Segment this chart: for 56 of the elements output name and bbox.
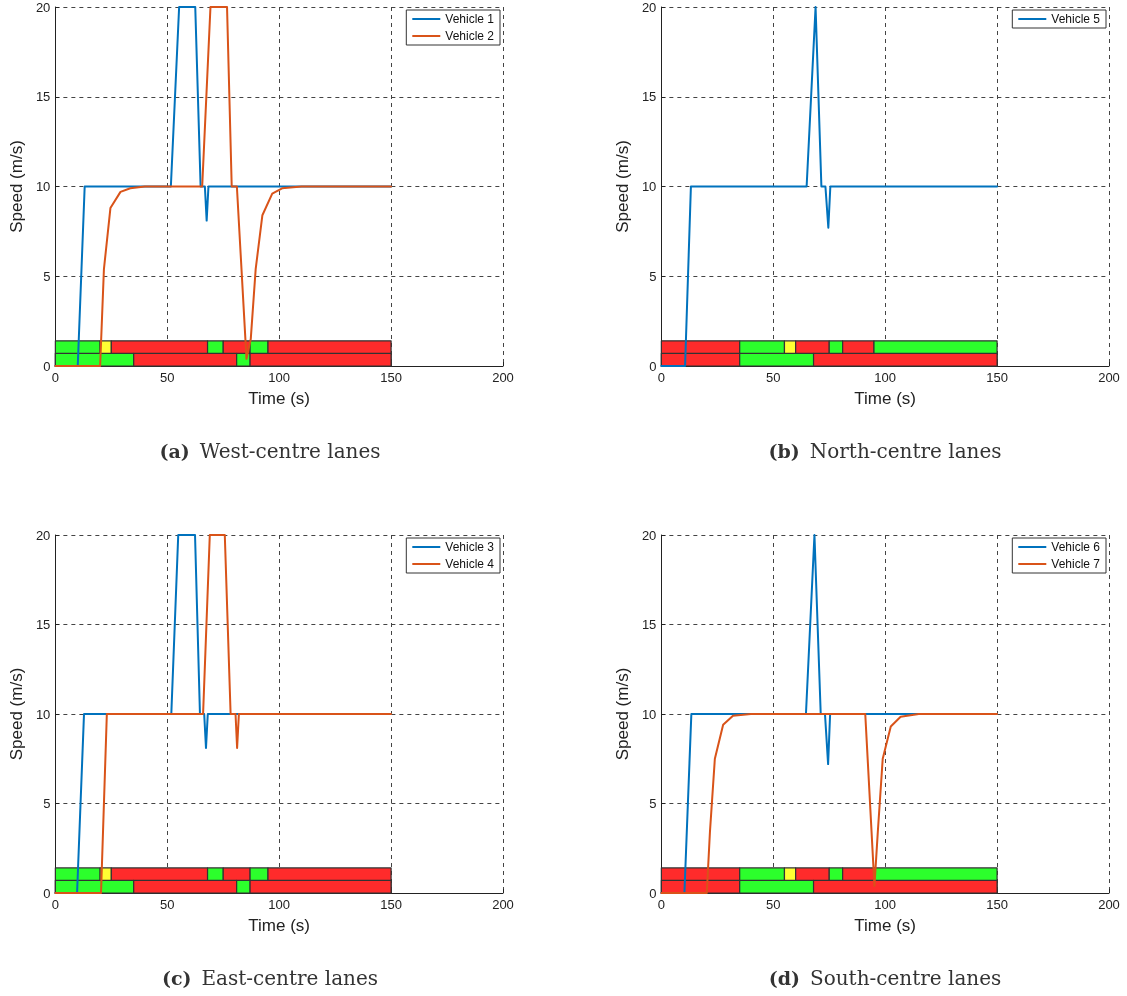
text: (c) East-centre lanes — [161, 966, 379, 990]
x-tick-label: 200 — [492, 897, 514, 912]
y-tick-label: 20 — [35, 527, 51, 543]
y-tick-label: 15 — [641, 89, 657, 105]
y-axis-title: Speed (m/s) — [7, 140, 26, 233]
y-tick-label: 10 — [35, 706, 51, 722]
x-axis-title: Time (s) — [248, 389, 311, 408]
x-tick-label: 100 — [268, 897, 291, 912]
y-tick-label: 15 — [641, 617, 657, 632]
x-tick-label: 50 — [766, 370, 781, 385]
y-axis-title: Speed (m/s) — [7, 667, 26, 761]
y-tick-label: 20 — [35, 0, 51, 15]
x-tick-label: 50 — [766, 897, 781, 912]
y-tick-label: 5 — [649, 796, 657, 811]
x-tick-label: 200 — [1098, 897, 1120, 912]
y-tick-label: 15 — [35, 617, 51, 632]
y-tick-label: 0 — [649, 885, 657, 901]
y-tick-label: 20 — [641, 0, 657, 15]
y-axis-title: Speed (m/s) — [613, 140, 632, 233]
x-tick-label: 150 — [380, 897, 402, 912]
line-series — [660, 713, 999, 894]
y-tick-label: 5 — [649, 268, 657, 284]
legend-label: Vehicle 3 — [445, 540, 495, 554]
text: (a) West-centre lanes — [159, 439, 381, 463]
x-tick-label: 150 — [986, 370, 1008, 385]
x-tick-label: 150 — [380, 370, 402, 385]
legend-label: Vehicle 7 — [1051, 557, 1101, 571]
y-tick-label: 5 — [43, 268, 51, 284]
x-tick-label: 100 — [874, 897, 897, 912]
y-axis-title: Speed (m/s) — [613, 667, 632, 761]
y-tick-label: 10 — [641, 179, 657, 194]
x-tick-label: 50 — [160, 897, 175, 912]
x-tick-label: 50 — [160, 370, 175, 385]
y-tick-label: 0 — [649, 358, 657, 374]
x-axis-title: Time (s) — [854, 389, 917, 408]
y-tick-label: 15 — [35, 89, 51, 105]
x-tick-label: 200 — [492, 370, 514, 385]
x-axis-title: Time (s) — [854, 916, 917, 935]
x-tick-label: 100 — [874, 370, 897, 385]
x-tick-label: 100 — [268, 370, 291, 385]
text: (b) North-centre lanes — [768, 439, 1002, 463]
y-tick-label: 20 — [641, 527, 657, 543]
y-tick-label: 5 — [43, 796, 51, 811]
x-tick-label: 200 — [1098, 370, 1120, 385]
legend-label: Vehicle 5 — [1051, 12, 1101, 26]
y-tick-label: 10 — [641, 706, 657, 722]
y-tick-label: 10 — [35, 179, 51, 194]
x-axis-title: Time (s) — [248, 916, 311, 935]
y-tick-label: 0 — [43, 885, 51, 901]
text: (d) South-centre lanes — [768, 966, 1002, 990]
legend-label: Vehicle 6 — [1051, 540, 1101, 554]
legend-label: Vehicle 1 — [445, 12, 495, 26]
legend-label: Vehicle 2 — [445, 29, 495, 43]
x-tick-label: 150 — [986, 897, 1008, 912]
legend-label: Vehicle 4 — [445, 557, 495, 571]
y-tick-label: 0 — [43, 358, 51, 374]
